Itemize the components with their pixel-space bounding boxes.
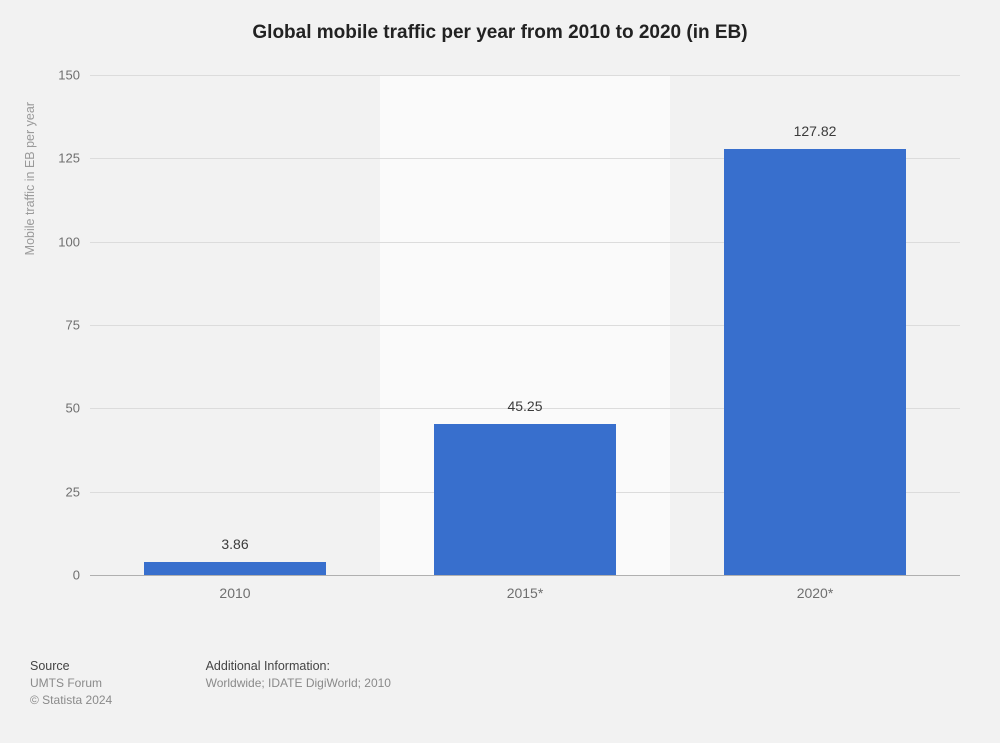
source-text: UMTS Forum — [30, 675, 112, 692]
info-text: Worldwide; IDATE DigiWorld; 2010 — [206, 675, 391, 692]
bar — [434, 424, 617, 575]
y-tick-label: 0 — [30, 568, 80, 583]
x-tick-label: 2015* — [465, 585, 585, 601]
footer-info-block: Additional Information: Worldwide; IDATE… — [206, 659, 391, 692]
chart-area: Mobile traffic in EB per year 0255075100… — [90, 75, 960, 605]
y-tick-label: 125 — [30, 151, 80, 166]
chart-title: Global mobile traffic per year from 2010… — [0, 0, 1000, 44]
x-tick-label: 2010 — [175, 585, 295, 601]
x-tick-label: 2020* — [755, 585, 875, 601]
bar-value-label: 127.82 — [765, 123, 865, 139]
y-tick-label: 50 — [30, 401, 80, 416]
source-heading: Source — [30, 659, 112, 673]
y-tick-label: 25 — [30, 484, 80, 499]
baseline — [90, 575, 960, 576]
bar — [724, 149, 907, 575]
plot-region: 02550751001251503.86201045.252015*127.82… — [90, 75, 960, 575]
footer-source-block: Source UMTS Forum © Statista 2024 — [30, 659, 112, 709]
y-tick-label: 75 — [30, 318, 80, 333]
info-heading: Additional Information: — [206, 659, 391, 673]
y-tick-label: 150 — [30, 68, 80, 83]
bar — [144, 562, 327, 575]
footer: Source UMTS Forum © Statista 2024 Additi… — [30, 659, 970, 709]
bar-value-label: 3.86 — [185, 536, 285, 552]
copyright-text: © Statista 2024 — [30, 692, 112, 709]
bar-value-label: 45.25 — [475, 398, 575, 414]
y-tick-label: 100 — [30, 234, 80, 249]
y-axis-label: Mobile traffic in EB per year — [23, 102, 37, 255]
gridline — [90, 75, 960, 76]
